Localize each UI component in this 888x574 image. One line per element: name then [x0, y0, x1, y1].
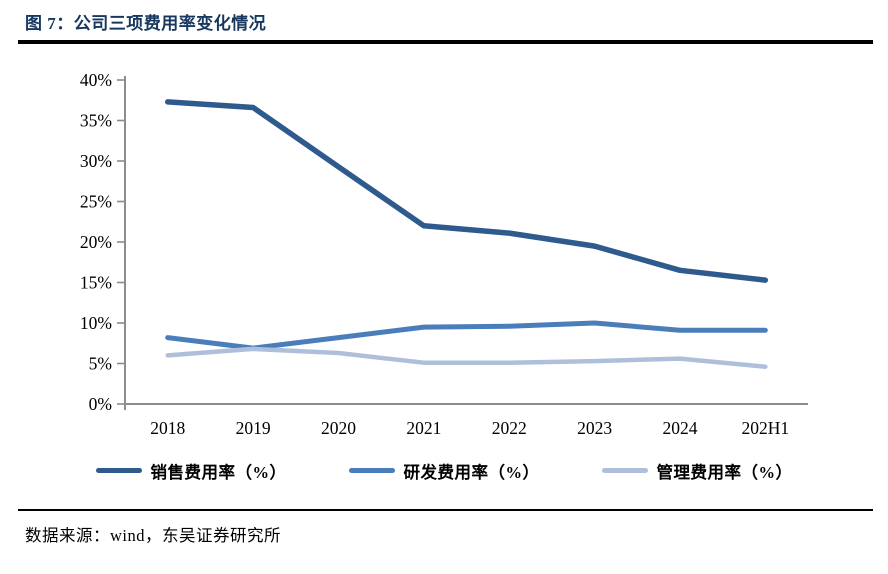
legend-item-admin: 管理费用率（%）: [601, 459, 793, 483]
series-line-1: [165, 320, 768, 351]
y-axis-tick-label: 30%: [80, 151, 112, 171]
footer-divider: [18, 508, 873, 511]
rd-line-swatch-icon: [348, 467, 395, 474]
y-axis-tick-label: 35%: [80, 110, 112, 130]
x-axis-label: 2020: [321, 418, 356, 438]
x-axis-label: 2024: [662, 418, 697, 438]
x-axis-label: 202H1: [741, 418, 789, 438]
y-axis-tick-label: 25%: [80, 191, 112, 211]
legend-label-sales: 销售费用率（%）: [150, 462, 287, 482]
y-axis-tick-label: 15%: [80, 272, 112, 292]
y-axis-tick-label: 5%: [89, 353, 112, 373]
figure-title: 图 7：公司三项费用率变化情况: [25, 14, 267, 33]
x-axis-label: 2019: [236, 418, 271, 438]
legend-label-rd: 研发费用率（%）: [403, 462, 540, 482]
admin-line-swatch-icon: [601, 467, 648, 474]
y-axis-tick-label: 40%: [80, 70, 112, 90]
chart-legend: 销售费用率（%） 研发费用率（%） 管理费用率（%）: [0, 459, 888, 483]
line-chart: 0% 5% 10% 15% 20% 25% 30% 35% 40% 2018 2019 2020 202…: [80, 70, 808, 438]
x-axis-label: 2021: [406, 418, 441, 438]
series-line-2: [165, 346, 768, 369]
legend-item-rd: 研发费用率（%）: [348, 459, 540, 483]
data-source-text: 数据来源：wind，东吴证券研究所: [25, 526, 281, 545]
y-axis-tick-label: 0%: [89, 394, 112, 414]
series-line-0: [164, 98, 769, 283]
y-axis-tick-label: 20%: [80, 232, 112, 252]
x-axis-label: 2022: [492, 418, 527, 438]
legend-label-admin: 管理费用率（%）: [656, 462, 793, 482]
sales-line-swatch-icon: [95, 467, 142, 474]
legend-item-sales: 销售费用率（%）: [95, 459, 287, 483]
x-axis-label: 2018: [150, 418, 185, 438]
title-divider: [18, 40, 873, 44]
y-axis-tick-label: 10%: [80, 313, 112, 333]
x-axis-label: 2023: [577, 418, 612, 438]
